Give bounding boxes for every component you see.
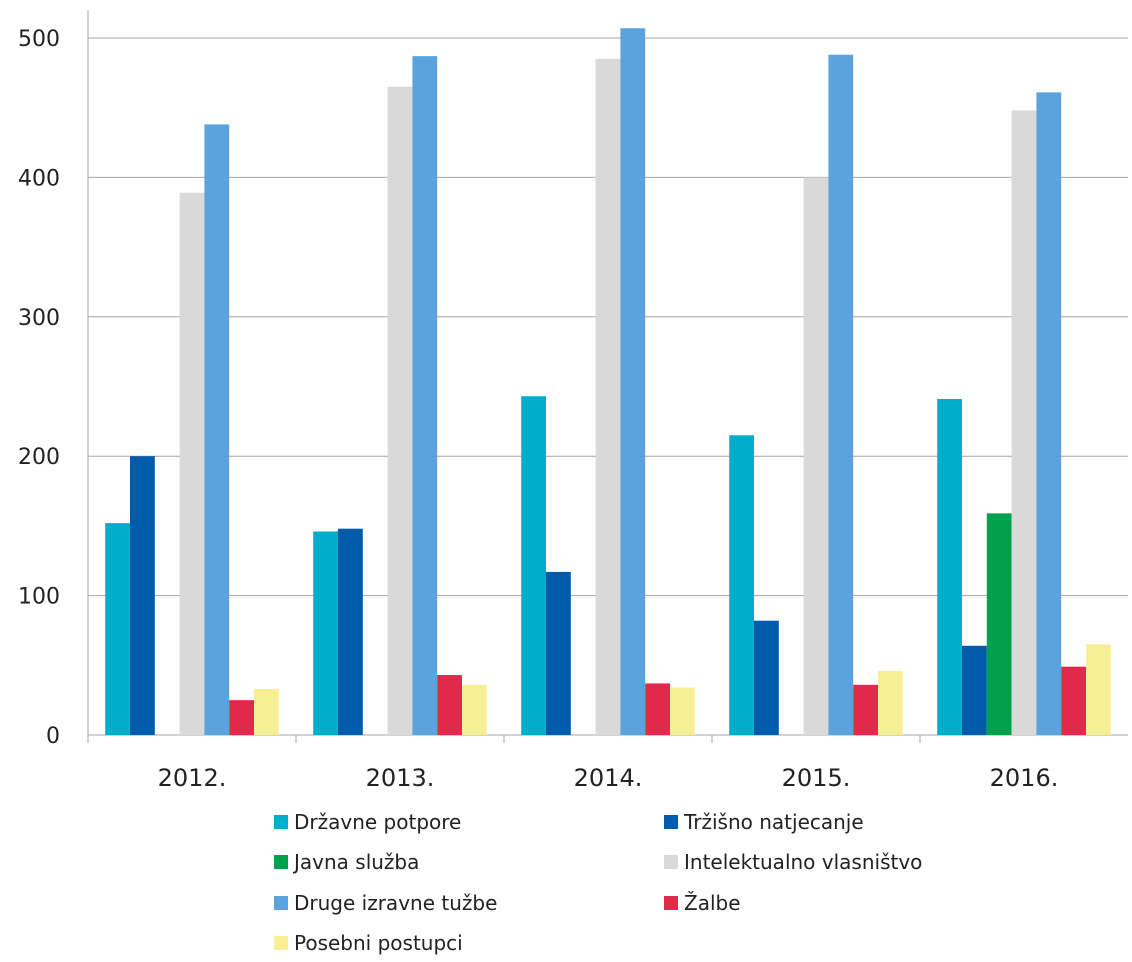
bar (521, 396, 546, 735)
bar (204, 124, 230, 736)
x-tick-label: 2015. (782, 764, 851, 792)
bar (313, 531, 338, 735)
bar (130, 456, 155, 735)
y-tick-label: 400 (18, 166, 60, 191)
bar (338, 528, 363, 735)
y-tick-label: 100 (18, 585, 60, 610)
bar (754, 620, 779, 735)
bar (1011, 110, 1037, 736)
bar (437, 675, 462, 735)
x-tick-label: 2012. (158, 764, 227, 792)
y-tick-label: 200 (18, 445, 60, 470)
bar (937, 399, 962, 735)
x-tick-label: 2013. (366, 764, 435, 792)
bar (962, 645, 987, 735)
bar (853, 684, 878, 735)
bar (729, 435, 754, 735)
y-tick-label: 300 (18, 306, 60, 331)
bar (1061, 666, 1086, 735)
bar (254, 688, 279, 735)
bar (803, 177, 829, 735)
bar (229, 700, 254, 735)
bar (387, 86, 413, 736)
bar (546, 571, 571, 735)
x-tick-label: 2014. (574, 764, 643, 792)
bar (179, 192, 205, 735)
bar (412, 56, 438, 735)
bar (1036, 92, 1062, 736)
bar (1086, 644, 1111, 735)
bar (645, 683, 670, 735)
bar (105, 523, 130, 735)
x-tick-label: 2016. (990, 764, 1059, 792)
bar (986, 513, 1012, 735)
bar (670, 687, 695, 735)
y-tick-label: 500 (18, 27, 60, 52)
bar (620, 28, 646, 735)
bar (828, 54, 854, 735)
bar (462, 684, 487, 735)
bar (595, 58, 621, 736)
y-tick-label: 0 (46, 724, 60, 749)
bar (878, 670, 903, 735)
